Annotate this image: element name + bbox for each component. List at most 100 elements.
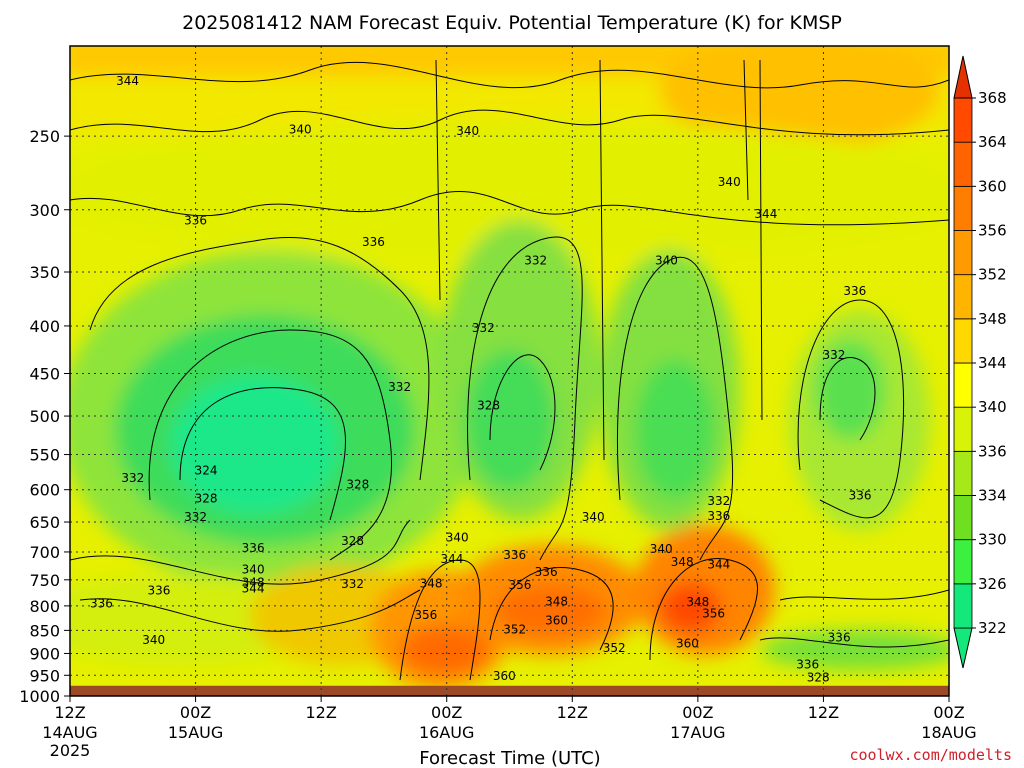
colorbar-tick-label: 364 [978,133,1007,151]
contour-label: 340 [446,530,469,544]
contour-label: 332 [707,494,730,508]
x-tick-date-label: 14AUG [42,723,97,742]
contour-label: 332 [822,348,845,362]
colorbar-tick-label: 322 [978,619,1007,637]
contour-label: 332 [472,321,495,335]
ground-below-surface [70,685,949,696]
contour-label: 328 [341,534,364,548]
x-tick-date-label: 16AUG [419,723,474,742]
contour-label: 336 [796,658,819,672]
x-tick-date-label: 15AUG [168,723,223,742]
contour-label: 324 [195,463,218,477]
contour-label: 360 [493,669,516,683]
contour-line [70,190,949,226]
y-axis-ticks: 250 300 350 400 450 500 550 600 650 700 750 800 850 9… [19,127,70,706]
colorbar-segment [953,318,973,364]
contour-line [779,589,949,601]
x-axis-label: Forecast Time (UTC) [419,748,600,768]
contour-label: 352 [503,622,526,636]
contour-label: 340 [142,633,165,647]
contour-label: 344 [242,581,265,595]
colorbar-segment [953,362,973,408]
contour-label: 336 [90,596,113,610]
colorbar-segment [953,495,973,541]
colorbar-upper-arrow [953,55,973,99]
field-green-mid-core [465,350,555,490]
contour-label: 352 [603,641,626,655]
colorbar-tick-label: 334 [978,487,1007,505]
y-tick-label: 350 [29,263,60,282]
contour-label: 344 [440,552,463,566]
colorbar-tick-label: 330 [978,531,1007,549]
x-tick-label: 00Z [933,703,964,722]
x-tick-label: 12Z [808,703,839,722]
field-green-west-inner [170,375,340,515]
field-low-red-3 [660,583,720,633]
field-low-green-east [760,630,949,670]
y-tick-label: 850 [29,621,60,640]
colorbar-tick-label: 348 [978,310,1007,328]
contour-line [70,61,949,89]
colorbar-lower-arrow [953,627,973,669]
contour-label: 348 [686,595,709,609]
contour-label: 356 [414,608,437,622]
colorbar-segment [953,406,973,452]
y-tick-label: 400 [29,317,60,336]
x-tick-label: 12Z [54,703,85,722]
colorbar-segment [953,141,973,187]
y-tick-label: 300 [29,201,60,220]
contour-label: 332 [184,510,207,524]
y-tick-label: 900 [29,644,60,663]
colorbar: 322 326 330 334 336 340 344 348 352 356 360 364 368 [953,55,1007,669]
y-tick-label: 650 [29,513,60,532]
contour-label: 336 [828,630,851,644]
chart-title: 2025081412 NAM Forecast Equiv. Potential… [182,12,842,34]
x-tick-label: 12Z [305,703,336,722]
credit-text: coolwx.com/modelts [849,746,1012,764]
contour-line [489,354,556,471]
colorbar-segment [953,274,973,320]
contour-label: 332 [388,380,411,394]
contour-label: 336 [707,509,730,523]
contour-line [399,559,481,681]
contour-label: 340 [289,123,312,137]
y-tick-label: 250 [29,127,60,146]
contour-label: 336 [147,583,170,597]
contour-line [819,357,876,441]
x-tick-label: 12Z [557,703,588,722]
colorbar-tick-label: 340 [978,398,1007,416]
contour-line [489,567,614,651]
contour-label: 328 [195,491,218,505]
y-tick-label: 1000 [19,687,60,706]
contour-label: 336 [362,235,385,249]
contour-label: 348 [545,594,568,608]
contour-label: 340 [718,175,741,189]
contour-label: 360 [545,614,568,628]
contour-label: 332 [121,471,144,485]
colorbar-segment [953,230,973,276]
contour-label: 336 [242,541,265,555]
x-tick-date-label: 17AUG [670,723,725,742]
contour-label: 348 [242,575,265,589]
y-tick-label: 550 [29,446,60,465]
contour-line [70,519,411,585]
contour-line [649,558,758,661]
x-tick-date-label: 18AUG [921,723,976,742]
colorbar-tick-label: 344 [978,354,1007,372]
contour-label: 356 [509,578,532,592]
colorbar-segment [953,450,973,496]
colorbar-tick-label: 360 [978,177,1007,195]
contour-label: 336 [503,548,526,562]
contour-label: 336 [843,284,866,298]
colorbar-tick-label: 352 [978,266,1007,284]
contour-label: 360 [676,636,699,650]
contour-label: 332 [524,253,547,267]
x-tick-label: 00Z [180,703,211,722]
contour-line [759,637,949,648]
contour-label: 328 [477,398,500,412]
field-yellow-band [70,120,949,260]
y-tick-label: 700 [29,543,60,562]
